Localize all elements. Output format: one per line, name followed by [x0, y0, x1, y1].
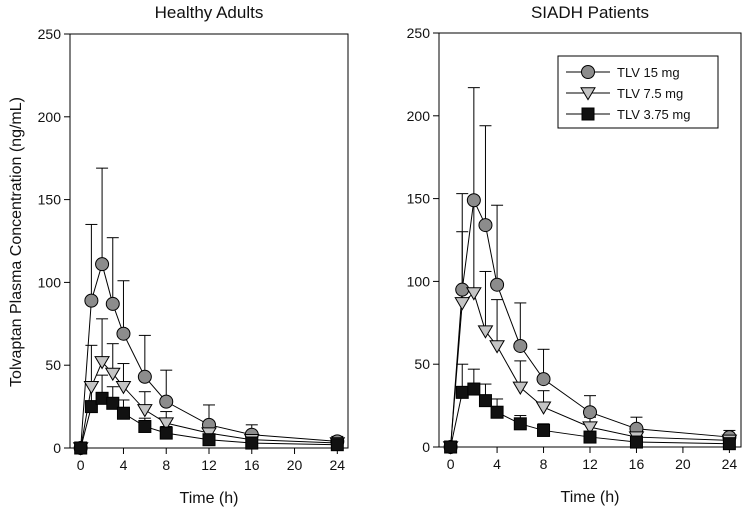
- data-point-triangle-down: [454, 297, 471, 311]
- data-point-triangle-down: [158, 417, 175, 431]
- data-point-triangle-down: [104, 367, 121, 382]
- panel-title: SIADH Patients: [531, 3, 649, 22]
- data-point-square: [330, 438, 344, 452]
- data-point-square: [202, 433, 216, 447]
- y-tick-label: 50: [45, 357, 61, 373]
- panel-title: Healthy Adults: [155, 3, 264, 22]
- data-point-square: [159, 426, 173, 440]
- data-point-square: [629, 435, 643, 449]
- legend: TLV 15 mg TLV 7.5 mg TLV 3.75 mg: [557, 55, 719, 129]
- data-point-triangle-down: [94, 356, 110, 370]
- data-point-circle: [105, 296, 120, 311]
- x-axis-label: Time (h): [180, 490, 239, 507]
- data-point-square: [583, 430, 597, 444]
- data-point-triangle-down: [535, 401, 552, 415]
- data-point-circle: [84, 293, 99, 308]
- data-point-triangle-down: [582, 421, 598, 435]
- data-point-triangle-down: [477, 325, 494, 339]
- y-tick-label: 100: [407, 273, 431, 289]
- data-point-circle: [490, 277, 505, 292]
- x-tick-label: 8: [540, 456, 548, 472]
- y-tick-label: 100: [38, 274, 62, 290]
- data-point-square: [455, 385, 469, 399]
- x-tick-label: 4: [120, 457, 128, 473]
- x-tick-label: 12: [201, 457, 217, 473]
- data-point-circle: [137, 369, 152, 384]
- plot-frame: [69, 33, 349, 449]
- x-tick-label: 24: [722, 456, 738, 472]
- y-tick-label: 0: [53, 440, 61, 456]
- data-point-circle: [478, 218, 493, 233]
- data-point-triangle-down: [489, 340, 505, 354]
- data-point-circle: [536, 372, 551, 387]
- data-point-triangle-down: [83, 380, 100, 395]
- series-line-0: [80, 262, 338, 449]
- data-point-circle: [159, 394, 174, 409]
- y-tick-label: 250: [38, 26, 62, 42]
- y-tick-label: 200: [38, 109, 62, 125]
- legend-marker-square: [581, 107, 595, 121]
- data-point-square: [537, 423, 551, 437]
- data-point-square: [138, 419, 152, 433]
- data-point-square: [478, 394, 492, 408]
- data-point-triangle-down: [512, 381, 529, 396]
- data-point-square: [84, 400, 98, 414]
- data-point-circle: [466, 193, 481, 208]
- x-tick-label: 16: [629, 456, 645, 472]
- x-tick-label: 24: [330, 457, 346, 473]
- data-point-square: [106, 396, 120, 410]
- data-point-circle: [116, 326, 131, 341]
- x-tick-label: 20: [287, 457, 303, 473]
- y-axis-label: Tolvaptan Plasma Concentration (ng/mL): [8, 97, 25, 387]
- x-tick-label: 12: [582, 456, 598, 472]
- series-line-0: [450, 198, 730, 448]
- data-point-square: [116, 406, 130, 420]
- x-tick-label: 0: [77, 457, 85, 473]
- panel-healthy-adults: Healthy Adults 0 50 100 150 200 250 0 4 8 12 16 20 24…: [38, 3, 349, 507]
- legend-label: TLV 7.5 mg: [617, 86, 683, 101]
- legend-label: TLV 3.75 mg: [617, 107, 690, 122]
- y-tick-label: 0: [422, 439, 430, 455]
- legend-marker-triangle-down: [580, 87, 596, 101]
- x-tick-label: 0: [447, 456, 455, 472]
- data-point-triangle-down: [465, 287, 482, 301]
- data-point-square: [245, 436, 259, 450]
- legend-label: TLV 15 mg: [617, 65, 680, 80]
- data-point-square: [722, 437, 736, 451]
- data-point-square: [74, 441, 88, 455]
- data-point-square: [490, 405, 504, 419]
- x-tick-label: 16: [244, 457, 260, 473]
- data-point-square: [467, 382, 481, 396]
- data-point-circle: [583, 405, 597, 420]
- x-tick-label: 8: [162, 457, 170, 473]
- y-tick-label: 150: [38, 192, 62, 208]
- y-tick-label: 250: [407, 25, 431, 41]
- data-point-circle: [513, 338, 528, 353]
- y-tick-label: 50: [414, 356, 430, 372]
- data-point-square: [513, 417, 527, 431]
- legend-marker-circle: [581, 65, 595, 79]
- data-point-square: [444, 440, 458, 454]
- y-tick-label: 150: [407, 191, 431, 207]
- data-point-circle: [455, 282, 470, 297]
- data-point-triangle-down: [115, 380, 132, 395]
- series-line-1: [80, 360, 338, 449]
- x-tick-label: 4: [493, 456, 501, 472]
- data-point-triangle-down: [136, 404, 153, 418]
- x-tick-label: 20: [675, 456, 691, 472]
- data-point-circle: [95, 257, 110, 272]
- panel-siadh-patients: SIADH Patients 0 50 100 150 200 250 0 4 8 12 16 20 24…: [407, 3, 742, 506]
- x-axis-label: Time (h): [561, 489, 620, 506]
- y-tick-label: 200: [407, 108, 431, 124]
